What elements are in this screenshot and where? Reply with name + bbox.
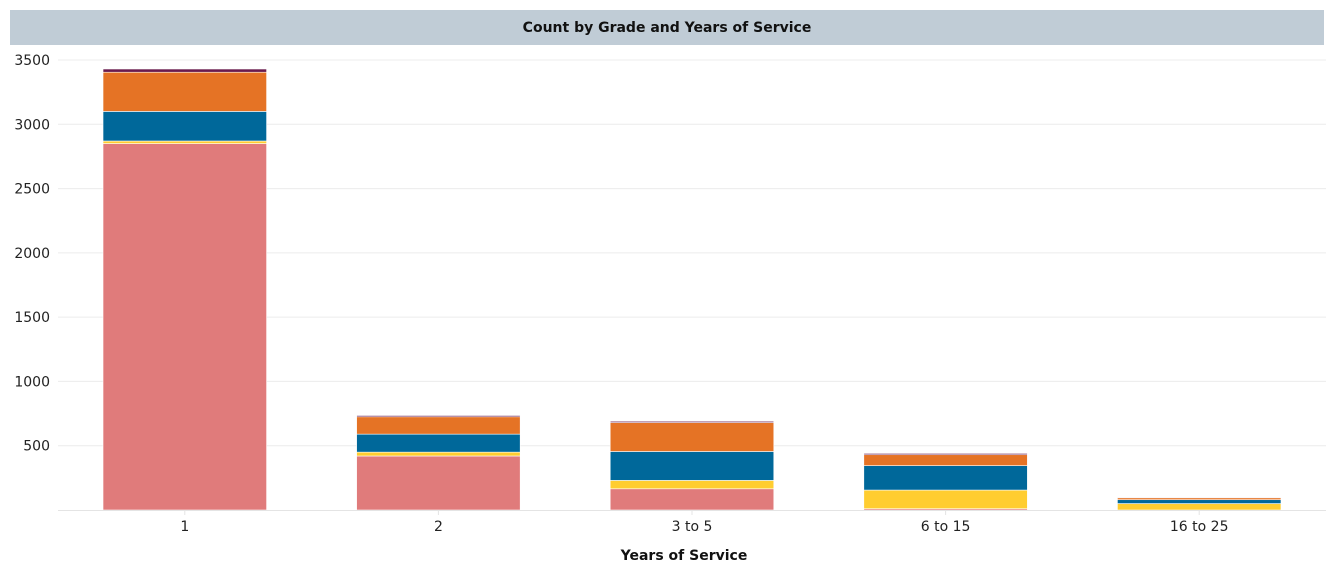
bars: [102, 68, 1282, 511]
bar-segment: [102, 111, 267, 142]
bar-segment: [609, 422, 775, 452]
x-tick-label: 2: [434, 519, 443, 535]
y-tick-label: 2500: [14, 182, 50, 198]
bar-segment: [356, 416, 521, 435]
x-axis-title: Years of Service: [620, 548, 748, 564]
x-tick-label: 3 to 5: [672, 519, 713, 535]
axes: 500 1000 1500 2000 2500 3000 3500 1 2 3 to 5 6 to …: [14, 53, 1326, 535]
bar-segment: [609, 480, 775, 490]
bar-segment: [356, 433, 521, 453]
bar-segment: [356, 455, 521, 511]
bar-segment: [609, 420, 775, 423]
bar-segment: [356, 451, 521, 457]
y-tick-label: 2000: [14, 246, 50, 262]
bar-segment: [102, 68, 267, 73]
chart-title: Count by Grade and Years of Service: [10, 10, 1324, 45]
y-tick-label: 3500: [14, 53, 50, 69]
bar-segment: [102, 143, 267, 511]
bar-segment: [102, 140, 267, 144]
y-tick-label: 1500: [14, 310, 50, 326]
y-tick-label: 500: [23, 439, 50, 455]
bar-segment: [1117, 496, 1282, 499]
bar-segment: [356, 415, 521, 418]
y-tick-label: 1000: [14, 374, 50, 390]
bar-segment: [863, 465, 1028, 491]
bar-segment: [1117, 503, 1282, 511]
bar-segment: [609, 488, 775, 511]
x-tick-label: 16 to 25: [1170, 519, 1229, 535]
bar-segment: [102, 71, 267, 112]
y-tick-label: 3000: [14, 117, 50, 133]
bar-segment: [863, 454, 1028, 466]
x-tick-label: 6 to 15: [921, 519, 971, 535]
x-tick-label: 1: [180, 519, 189, 535]
bar-segment: [609, 451, 775, 481]
bar-segment: [863, 453, 1028, 456]
bar-segment: [863, 489, 1028, 510]
bar-segment: [1117, 499, 1282, 504]
